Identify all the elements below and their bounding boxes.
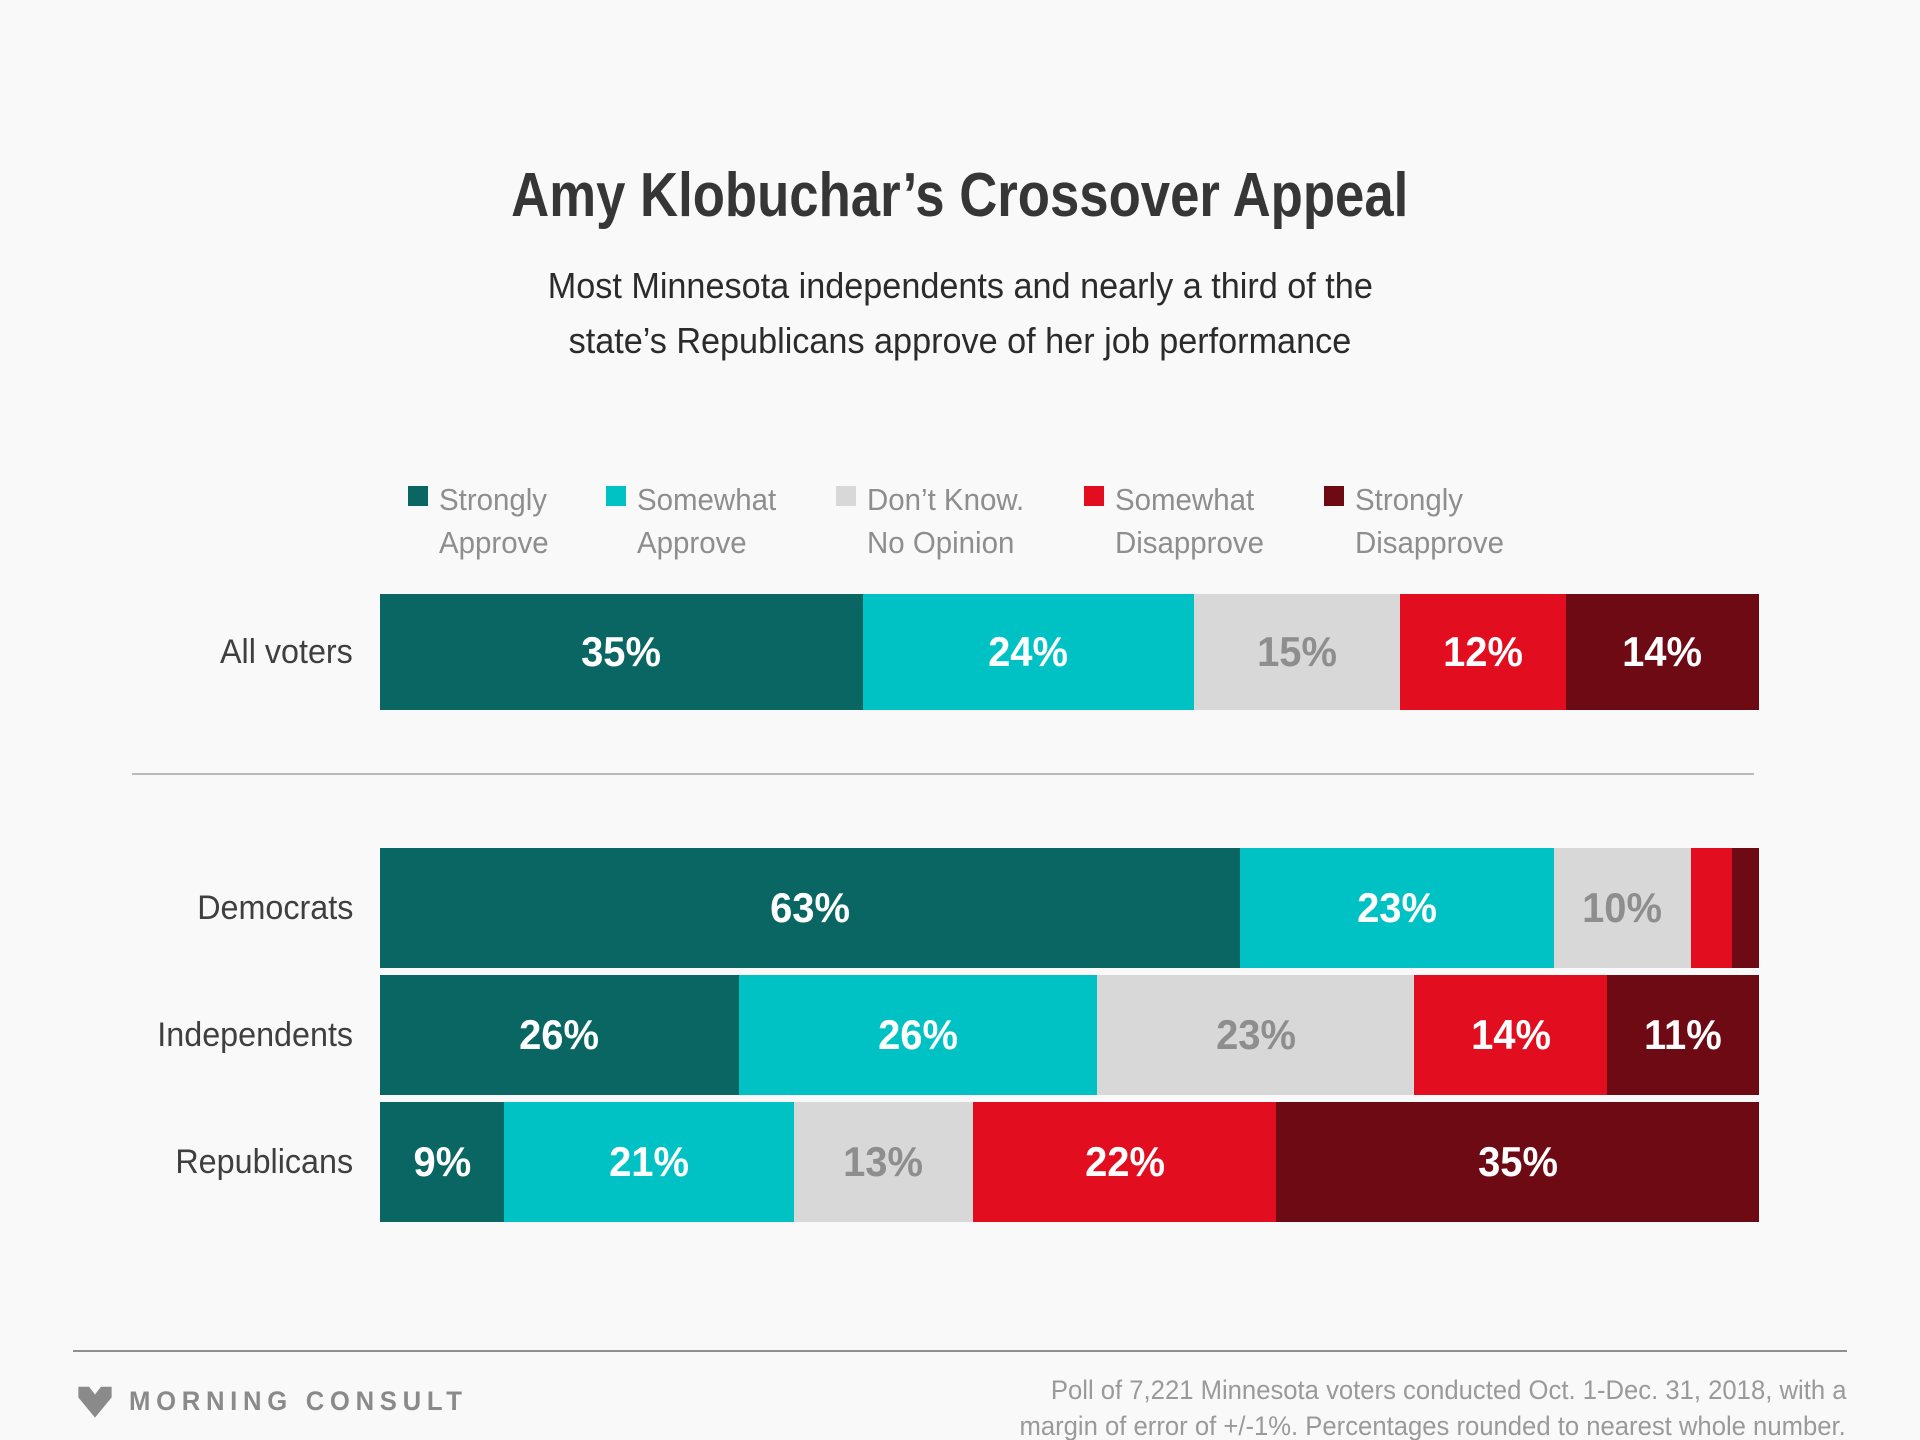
bar-segment: 13% (793, 1102, 973, 1222)
chart-legend: Strongly Approve Somewhat Approve Don’t Kn… (0, 478, 1920, 564)
chart-subtitle: Most Minnesota independents and nearly a… (0, 258, 1920, 368)
bar-segment: 26% (380, 975, 739, 1095)
bar-segment: 11% (1607, 975, 1760, 1095)
brand-name: MORNING CONSULT (129, 1385, 468, 1416)
legend-label: Don’t Know. No Opinion (866, 482, 1025, 560)
methodology-note: Poll of 7,221 Minnesota voters conducted… (976, 1372, 1846, 1440)
bar-segment: 23% (1240, 848, 1555, 968)
row-label: Republicans (175, 1142, 353, 1181)
legend-item-strongly-approve: Strongly Approve (408, 478, 554, 564)
bar-segment: 26% (738, 975, 1098, 1095)
bar-row-all-voters: All voters 35% 24% 15% 12% 14% (220, 594, 1759, 710)
legend-label: Strongly Disapprove (1355, 482, 1505, 560)
legend-swatch-somewhat-approve (606, 486, 627, 506)
bar-row-democrats: Democrats 63% 23% 10% (197, 848, 1759, 968)
bar-row-independents: Independents 26% 26% 23% 14% 11% (157, 975, 1760, 1095)
bar-segment: 12% (1400, 594, 1566, 710)
morning-consult-logo: MORNING CONSULT (76, 1382, 485, 1420)
row-label: All voters (220, 632, 353, 671)
legend-label: Somewhat Disapprove (1115, 482, 1265, 560)
section-divider (132, 773, 1754, 775)
bar-segment (1690, 848, 1732, 968)
legend-item-somewhat-disapprove: Somewhat Disapprove (1084, 478, 1272, 564)
page-title: Amy Klobuchar’s Crossover Appeal (0, 160, 1920, 231)
methodology-note-line-2: margin of error of +/-1%. Percentages ro… (1019, 1411, 1846, 1440)
row-label: Independents (157, 1015, 353, 1054)
page-title-text: Amy Klobuchar’s Crossover Appeal (511, 160, 1409, 230)
legend-label: Somewhat Approve (637, 482, 777, 560)
subtitle-line-2: state’s Republicans approve of her job p… (568, 320, 1352, 361)
bar-segment: 24% (862, 594, 1194, 710)
bar-row-republicans: Republicans 9% 21% 13% 22% 35% (175, 1102, 1759, 1222)
legend-swatch-somewhat-disapprove (1084, 486, 1105, 506)
bar-segment: 35% (1276, 1102, 1759, 1222)
legend-item-strongly-disapprove: Strongly Disapprove (1324, 478, 1512, 564)
bar-segment: 23% (1097, 975, 1415, 1095)
legend-item-somewhat-approve: Somewhat Approve (606, 478, 783, 564)
footer-divider (73, 1350, 1847, 1352)
subtitle-line-1: Most Minnesota independents and nearly a… (547, 265, 1373, 306)
bar-segment: 14% (1414, 975, 1608, 1095)
bar-segment: 22% (972, 1102, 1277, 1222)
bar-segment: 14% (1565, 594, 1759, 710)
bar-segment: 21% (504, 1102, 794, 1222)
legend-swatch-dont-know (835, 486, 856, 506)
legend-swatch-strongly-approve (408, 486, 428, 506)
legend-item-dont-know: Don’t Know. No Opinion (835, 478, 1032, 564)
row-label: Democrats (196, 888, 353, 927)
legend-label: Strongly Approve (439, 482, 549, 560)
bar-segment: 63% (380, 848, 1241, 968)
legend-swatch-strongly-disapprove (1324, 486, 1345, 506)
bar-segment: 15% (1193, 594, 1401, 710)
bar-segment: 9% (380, 1102, 505, 1222)
bar-segment: 35% (380, 594, 863, 710)
bar-segment (1731, 848, 1759, 968)
bar-segment: 10% (1554, 848, 1691, 968)
methodology-note-line-1: Poll of 7,221 Minnesota voters conducted… (1050, 1375, 1846, 1405)
morning-consult-m-icon (78, 1386, 112, 1418)
